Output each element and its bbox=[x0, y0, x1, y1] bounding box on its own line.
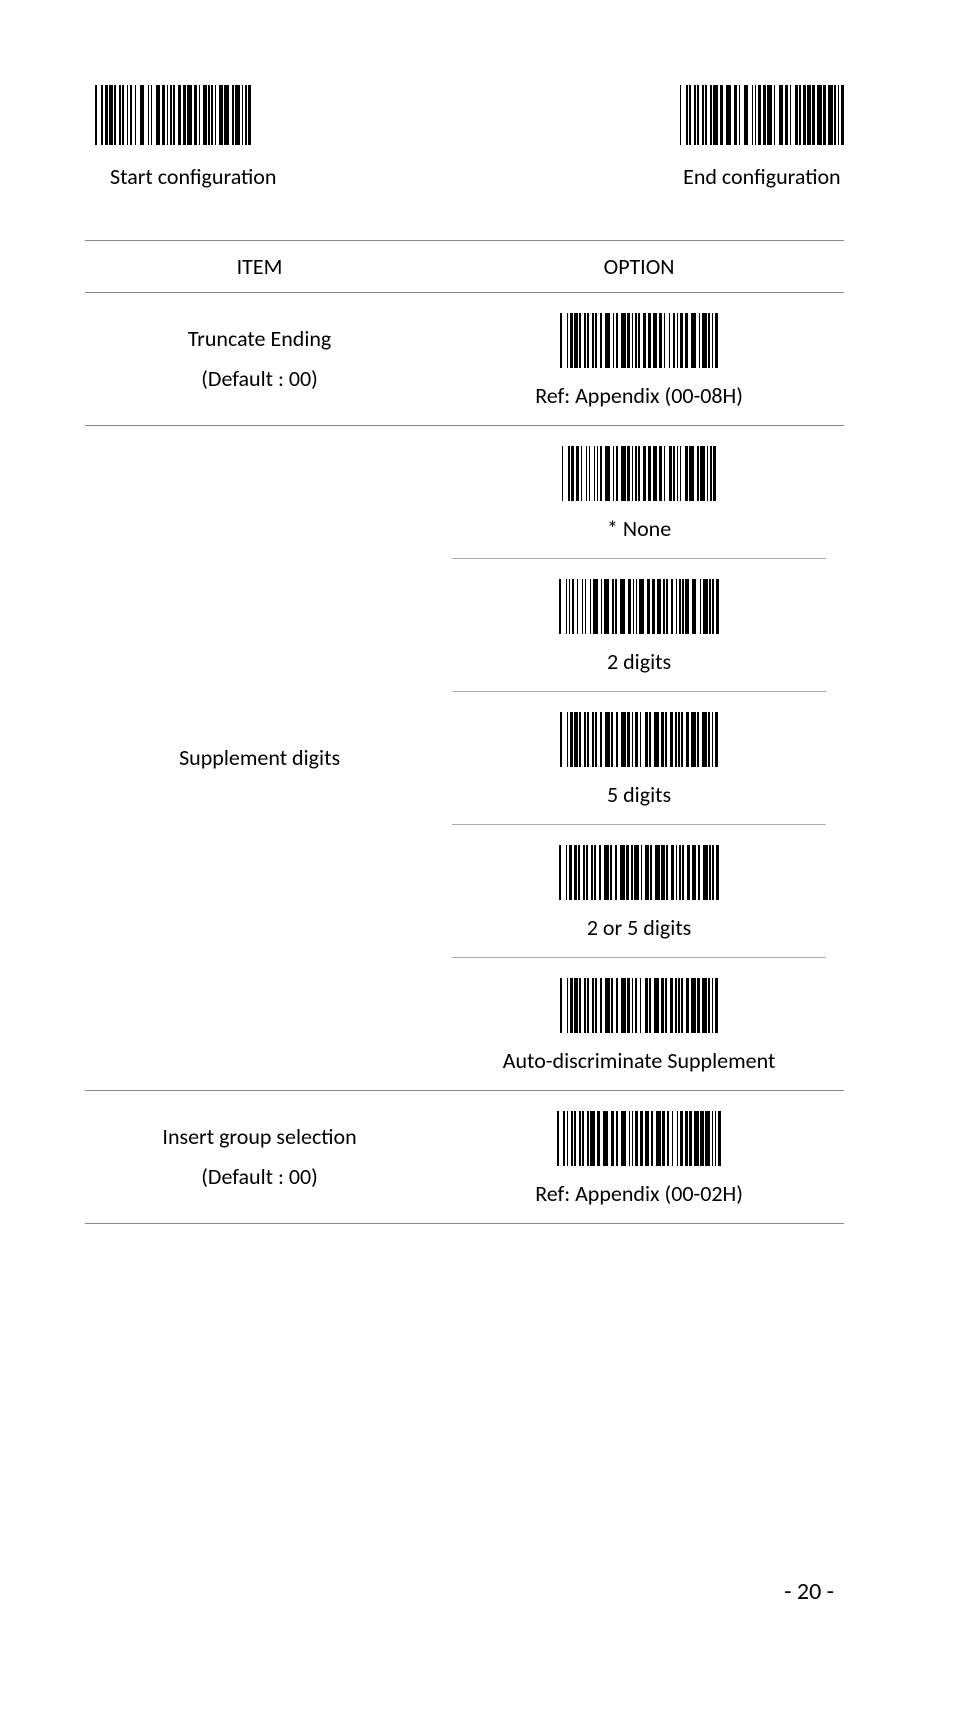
item-line2: (Default : 00) bbox=[201, 365, 318, 392]
item-cell: Truncate Ending (Default : 00) bbox=[85, 293, 434, 426]
start-config-block: Start configuration bbox=[85, 85, 276, 190]
option-label: Ref: Appendix (00-08H) bbox=[535, 382, 743, 409]
barcode-option bbox=[562, 446, 717, 501]
config-table: ITEM OPTION Truncate Ending (Default : 0… bbox=[85, 240, 844, 1224]
end-config-label: End configuration bbox=[683, 163, 841, 190]
item-cell: Insert group selection (Default : 00) bbox=[85, 1091, 434, 1224]
col-option: OPTION bbox=[434, 241, 844, 293]
barcode-option bbox=[559, 845, 718, 900]
option-cell: Ref: Appendix (00-02H) bbox=[434, 1091, 844, 1223]
option-cell: Ref: Appendix (00-08H) bbox=[434, 293, 844, 425]
table-row: Truncate Ending (Default : 00) Ref: Appe… bbox=[85, 293, 844, 426]
item-cell: Supplement digits bbox=[85, 426, 434, 1091]
start-config-label: Start configuration bbox=[95, 163, 276, 190]
option-cell-wrap: Ref: Appendix (00-02H) bbox=[434, 1091, 844, 1224]
item-line1: Insert group selection bbox=[162, 1123, 356, 1150]
barcode-option bbox=[559, 579, 719, 634]
item-line2: (Default : 00) bbox=[201, 1163, 318, 1190]
option-label: 2 digits bbox=[607, 648, 671, 675]
item-line1: Truncate Ending bbox=[188, 325, 331, 352]
barcode-option bbox=[560, 712, 718, 767]
barcode-end bbox=[680, 85, 844, 145]
col-item: ITEM bbox=[85, 241, 434, 293]
option-label: 2 or 5 digits bbox=[587, 914, 691, 941]
option-label: Auto-discriminate Supplement bbox=[503, 1047, 776, 1074]
option-label: * None bbox=[607, 515, 671, 542]
page-number: - 20 - bbox=[784, 1577, 834, 1606]
barcode-option bbox=[560, 313, 718, 368]
option-cell: 2 digits bbox=[452, 559, 826, 692]
barcode-start bbox=[95, 85, 251, 145]
barcode-option bbox=[557, 1111, 721, 1166]
option-cell-wrap: Ref: Appendix (00-08H) bbox=[434, 293, 844, 426]
header-row: Start configuration End configuration bbox=[85, 85, 844, 190]
option-cell-wrap: * None 2 digits 5 digits 2 or 5 digits A… bbox=[434, 426, 844, 1091]
table-row: Insert group selection (Default : 00) Re… bbox=[85, 1091, 844, 1224]
option-label: 5 digits bbox=[607, 781, 671, 808]
option-cell: * None bbox=[452, 426, 826, 559]
end-config-block: End configuration bbox=[680, 85, 844, 190]
option-label: Ref: Appendix (00-02H) bbox=[535, 1180, 743, 1207]
barcode-option bbox=[560, 978, 718, 1033]
table-row: Supplement digits * None 2 digits 5 digi… bbox=[85, 426, 844, 1091]
option-cell: Auto-discriminate Supplement bbox=[434, 958, 844, 1090]
item-line1: Supplement digits bbox=[179, 744, 340, 771]
option-cell: 2 or 5 digits bbox=[452, 825, 826, 958]
option-cell: 5 digits bbox=[452, 692, 826, 825]
